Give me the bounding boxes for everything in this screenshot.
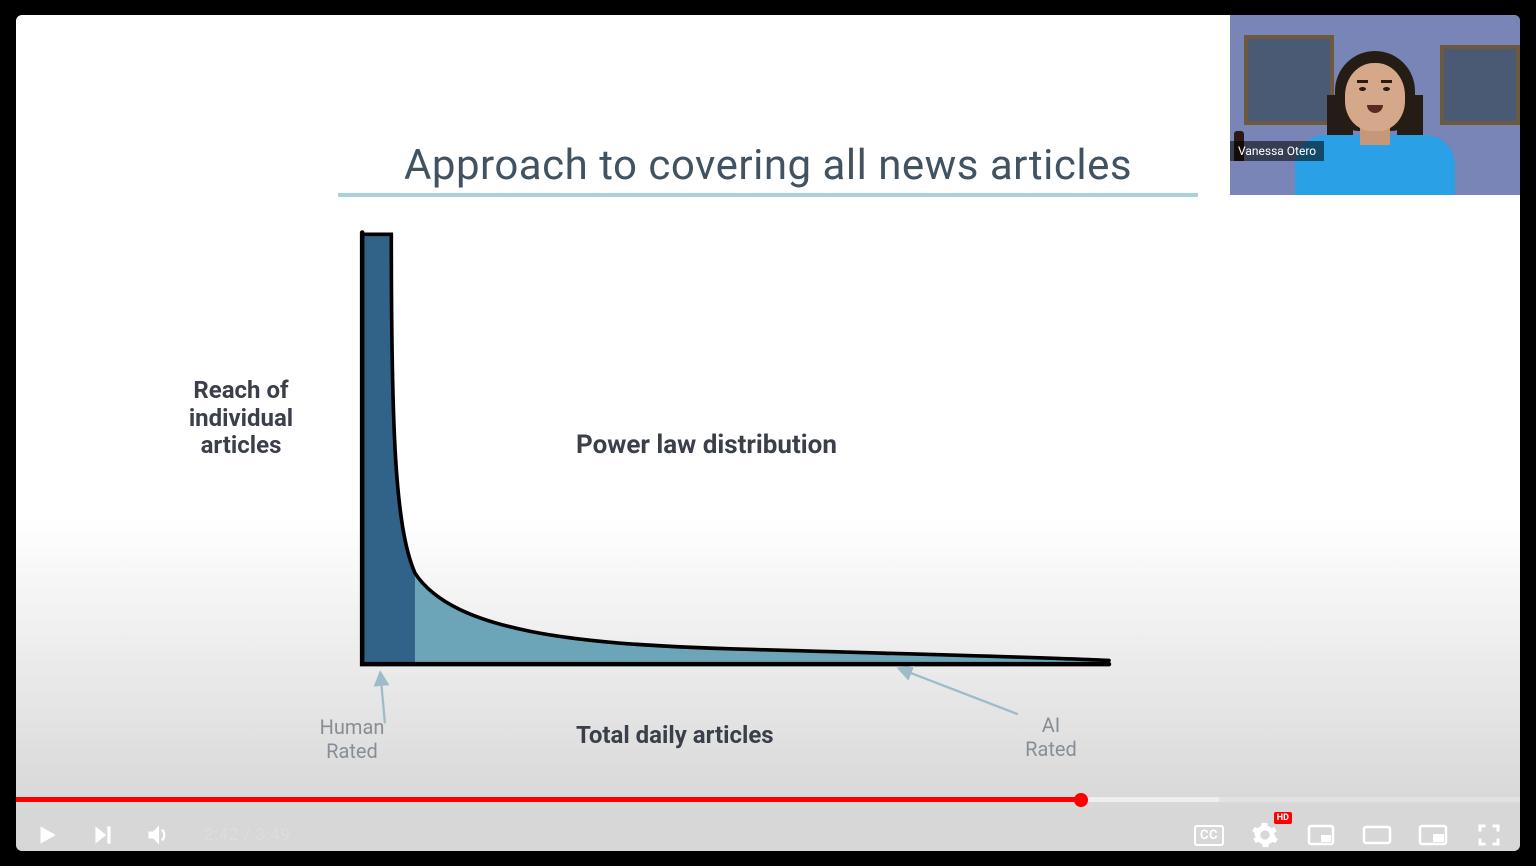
- ai-arrow: [899, 669, 1017, 715]
- player-controls: 2:42 / 3:49 CC HD: [16, 806, 1520, 864]
- title-underline: [338, 193, 1198, 197]
- power-law-chart: [306, 227, 1156, 737]
- cc-icon: CC: [1194, 825, 1224, 846]
- speaker-webcam-thumbnail: Vanessa Otero: [1230, 15, 1520, 195]
- y-axis-label: Reach of individual articles: [176, 377, 306, 460]
- settings-button[interactable]: HD: [1248, 818, 1282, 852]
- volume-button[interactable]: [142, 818, 176, 852]
- miniplayer-button[interactable]: [1304, 818, 1338, 852]
- scrubber-handle[interactable]: [1074, 793, 1088, 807]
- pip-icon: [1418, 823, 1448, 847]
- volume-icon: [145, 821, 173, 849]
- gear-icon: [1251, 821, 1279, 849]
- play-button[interactable]: [30, 818, 64, 852]
- video-content-area: Approach to covering all news articles R…: [16, 15, 1520, 851]
- next-icon: [90, 822, 116, 848]
- theater-mode-button[interactable]: [1360, 818, 1394, 852]
- chart-axes: [362, 232, 1109, 664]
- fullscreen-button[interactable]: [1472, 818, 1506, 852]
- time-display: 2:42 / 3:49: [204, 825, 291, 845]
- pip-button[interactable]: [1416, 818, 1450, 852]
- play-icon: [34, 822, 60, 848]
- ai-rated-region: [362, 234, 1109, 664]
- human-rated-label: Human Rated: [312, 715, 392, 763]
- human-rated-region: [362, 234, 1109, 664]
- speaker-figure: [1295, 85, 1455, 195]
- played-bar: [16, 797, 1081, 802]
- next-button[interactable]: [86, 818, 120, 852]
- fullscreen-icon: [1475, 821, 1503, 849]
- miniplayer-icon: [1307, 823, 1335, 847]
- captions-button[interactable]: CC: [1192, 818, 1226, 852]
- speaker-name-badge: Vanessa Otero: [1230, 141, 1324, 161]
- curve-stroke: [364, 234, 1109, 660]
- video-player: Approach to covering all news articles R…: [0, 0, 1536, 866]
- theater-icon: [1362, 824, 1392, 846]
- progress-bar[interactable]: [16, 797, 1520, 802]
- hd-badge: HD: [1274, 812, 1292, 824]
- ai-rated-label: AI Rated: [1016, 713, 1086, 761]
